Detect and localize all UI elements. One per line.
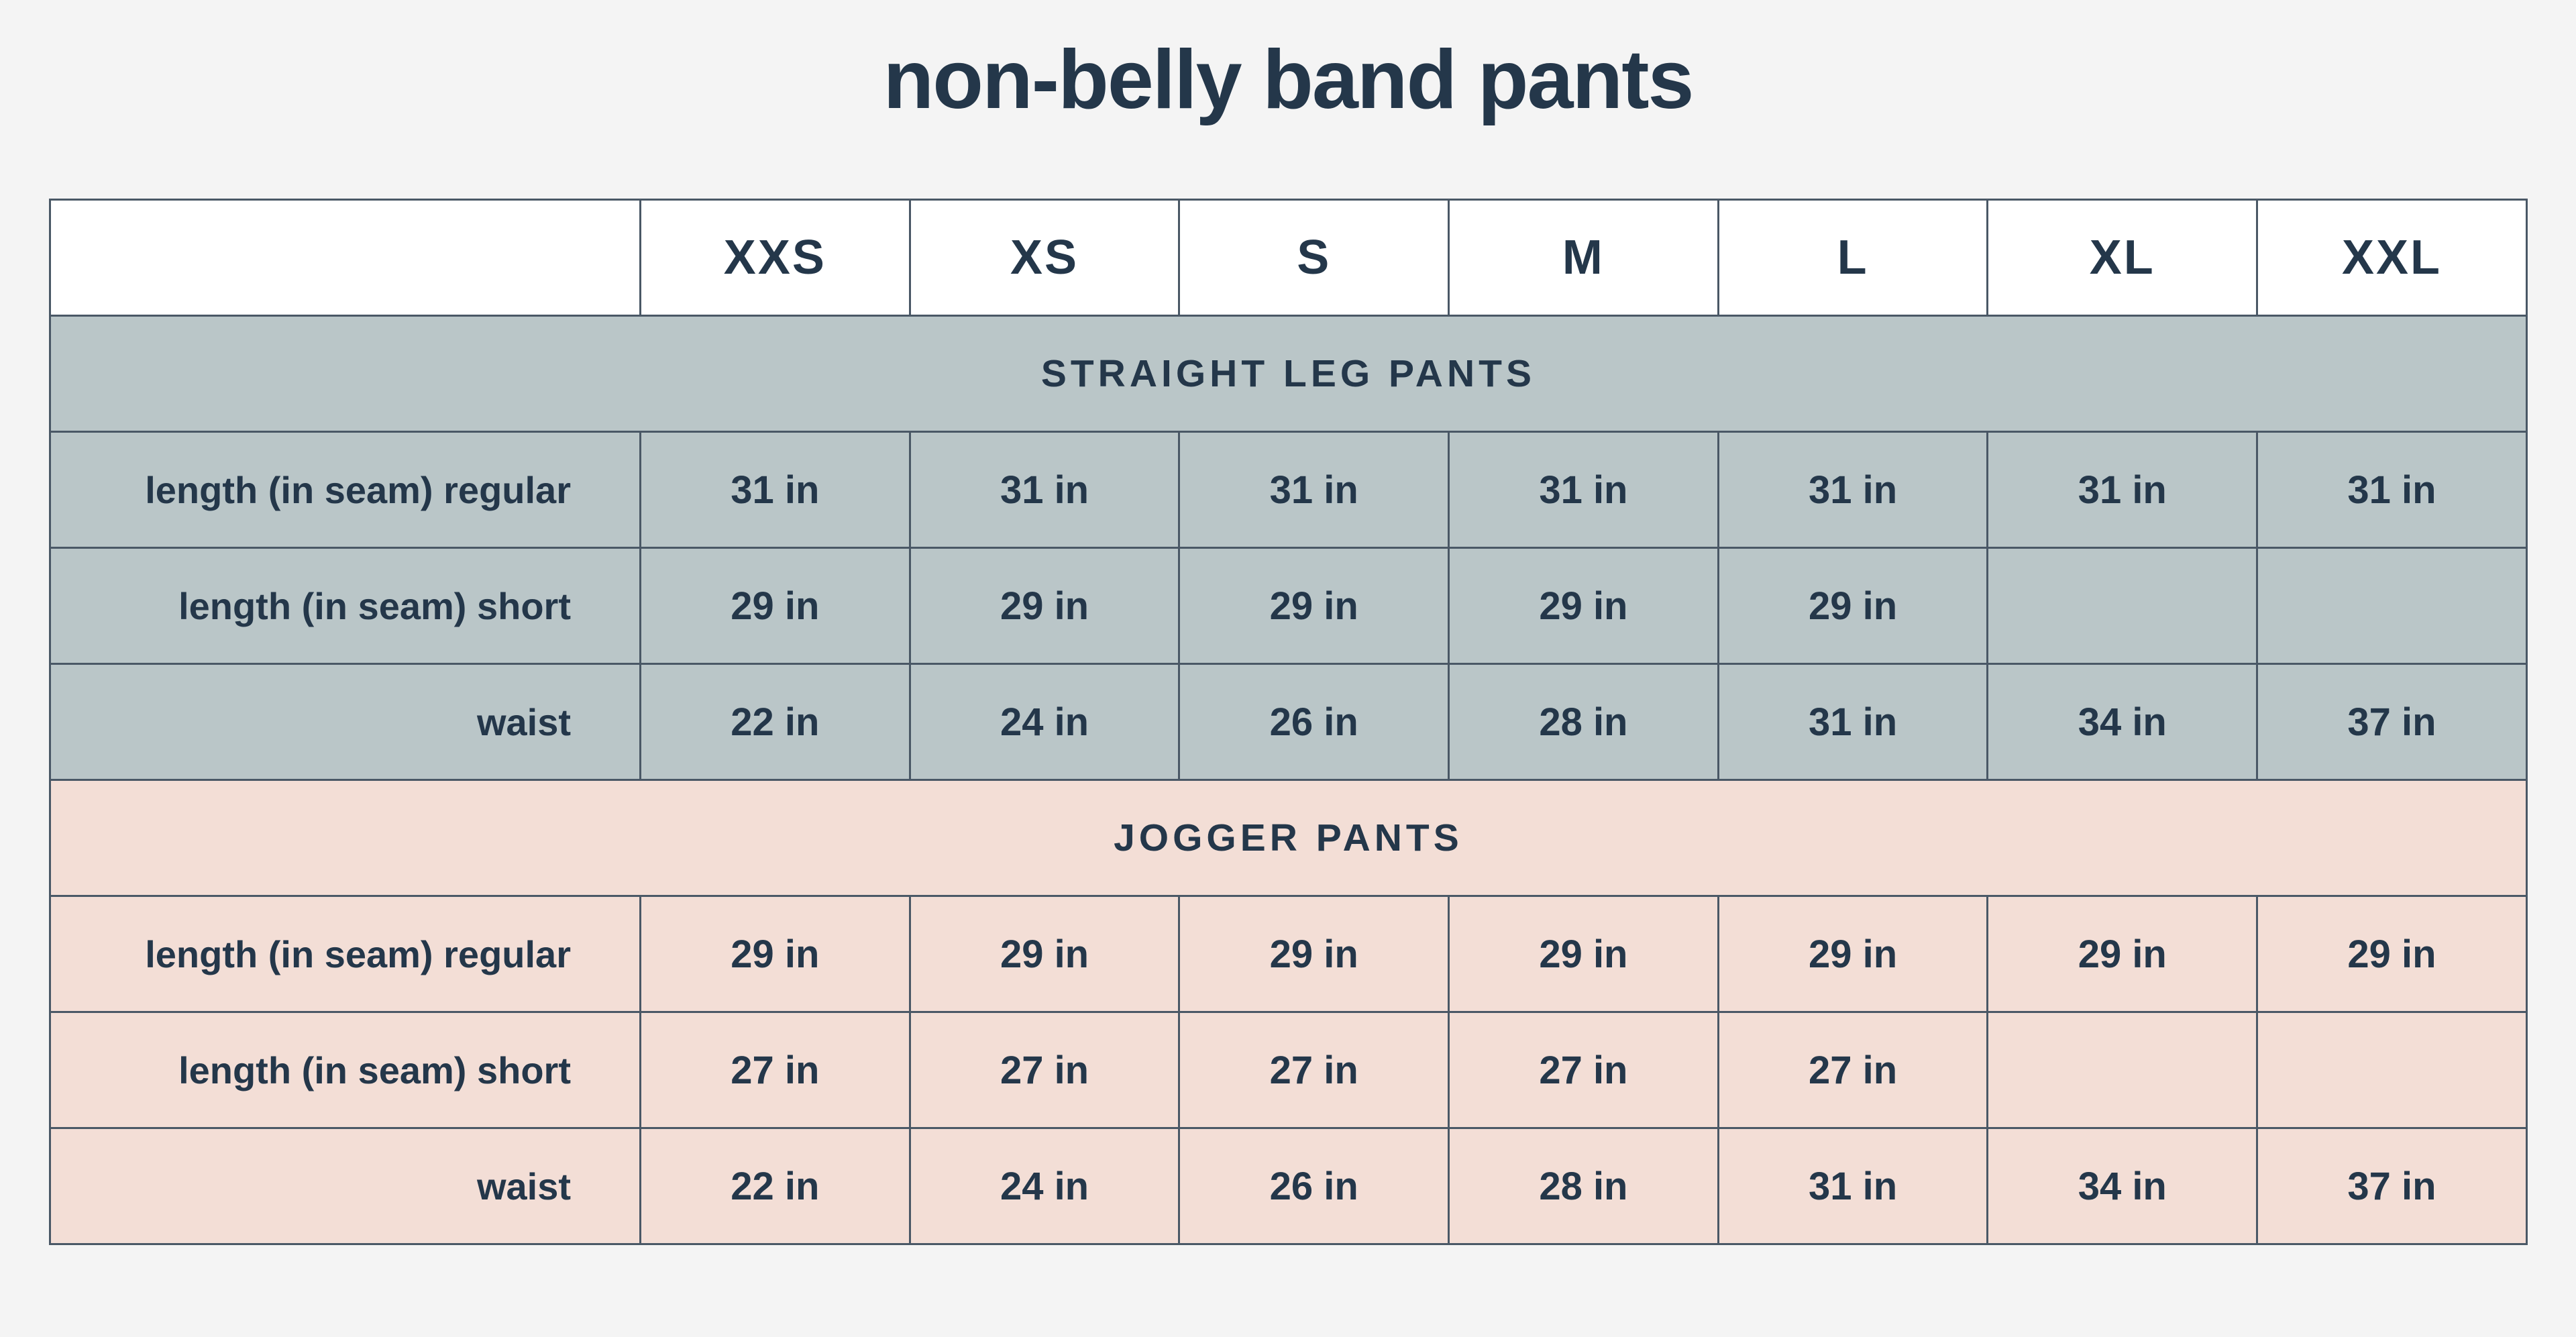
table-cell	[1986, 547, 2259, 665]
table-cell: 24 in	[908, 663, 1181, 781]
table-cell: 27 in	[639, 1011, 911, 1129]
table-cell: 29 in	[1448, 895, 1719, 1013]
table-cell: 28 in	[1448, 1127, 1719, 1245]
section-title: STRAIGHT LEG PANTS	[49, 315, 2528, 433]
row-label: length (in seam) regular	[49, 895, 641, 1013]
table-cell: 31 in	[1448, 431, 1719, 549]
size-header-s: S	[1178, 199, 1450, 317]
table-row: waist 22 in 24 in 26 in 28 in 31 in 34 i…	[49, 1127, 2528, 1245]
table-cell: 34 in	[1986, 1127, 2259, 1245]
row-label: waist	[49, 1127, 641, 1245]
table-cell: 29 in	[639, 895, 911, 1013]
size-chart-table: XXS XS S M L XL XXL STRAIGHT LEG PANTS l…	[49, 199, 2528, 1245]
table-cell: 22 in	[639, 1127, 911, 1245]
table-cell: 37 in	[2256, 1127, 2528, 1245]
table-cell: 26 in	[1178, 1127, 1450, 1245]
size-header-xxs: XXS	[639, 199, 911, 317]
section-title: JOGGER PANTS	[49, 779, 2528, 897]
table-cell: 28 in	[1448, 663, 1719, 781]
table-cell: 37 in	[2256, 663, 2528, 781]
table-cell: 24 in	[908, 1127, 1181, 1245]
table-cell: 29 in	[1448, 547, 1719, 665]
table-cell: 31 in	[1986, 431, 2259, 549]
table-cell	[2256, 547, 2528, 665]
table-cell: 31 in	[2256, 431, 2528, 549]
table-cell: 27 in	[908, 1011, 1181, 1129]
table-cell: 29 in	[1178, 547, 1450, 665]
table-row: length (in seam) regular 31 in 31 in 31 …	[49, 431, 2528, 549]
table-cell: 31 in	[1717, 1127, 1989, 1245]
section-header-jogger: JOGGER PANTS	[49, 779, 2528, 897]
section-header-straight-leg: STRAIGHT LEG PANTS	[49, 315, 2528, 433]
row-label: length (in seam) short	[49, 547, 641, 665]
table-cell: 29 in	[908, 547, 1181, 665]
size-header-xl: XL	[1986, 199, 2259, 317]
table-row: waist 22 in 24 in 26 in 28 in 31 in 34 i…	[49, 663, 2528, 781]
row-label: waist	[49, 663, 641, 781]
table-cell: 27 in	[1178, 1011, 1450, 1129]
table-cell: 31 in	[639, 431, 911, 549]
size-header-l: L	[1717, 199, 1989, 317]
table-row: length (in seam) short 29 in 29 in 29 in…	[49, 547, 2528, 665]
size-header-m: M	[1448, 199, 1719, 317]
table-cell: 34 in	[1986, 663, 2259, 781]
row-label: length (in seam) regular	[49, 431, 641, 549]
table-cell	[1986, 1011, 2259, 1129]
table-cell: 29 in	[639, 547, 911, 665]
table-cell: 29 in	[1717, 895, 1989, 1013]
table-cell: 31 in	[1717, 431, 1989, 549]
table-row: length (in seam) regular 29 in 29 in 29 …	[49, 895, 2528, 1013]
size-header-xxl: XXL	[2256, 199, 2528, 317]
size-header-row: XXS XS S M L XL XXL	[49, 199, 2528, 317]
table-cell: 31 in	[1178, 431, 1450, 549]
page-title: non-belly band pants	[883, 34, 1695, 126]
table-cell: 31 in	[1717, 663, 1989, 781]
header-corner-cell	[49, 199, 641, 317]
table-cell: 22 in	[639, 663, 911, 781]
table-cell: 27 in	[1448, 1011, 1719, 1129]
row-label: length (in seam) short	[49, 1011, 641, 1129]
table-cell: 29 in	[1717, 547, 1989, 665]
table-row: length (in seam) short 27 in 27 in 27 in…	[49, 1011, 2528, 1129]
table-cell: 29 in	[1178, 895, 1450, 1013]
table-cell: 29 in	[2256, 895, 2528, 1013]
table-cell: 31 in	[908, 431, 1181, 549]
table-cell: 26 in	[1178, 663, 1450, 781]
size-header-xs: XS	[908, 199, 1181, 317]
table-cell: 29 in	[1986, 895, 2259, 1013]
table-cell	[2256, 1011, 2528, 1129]
table-cell: 27 in	[1717, 1011, 1989, 1129]
table-cell: 29 in	[908, 895, 1181, 1013]
